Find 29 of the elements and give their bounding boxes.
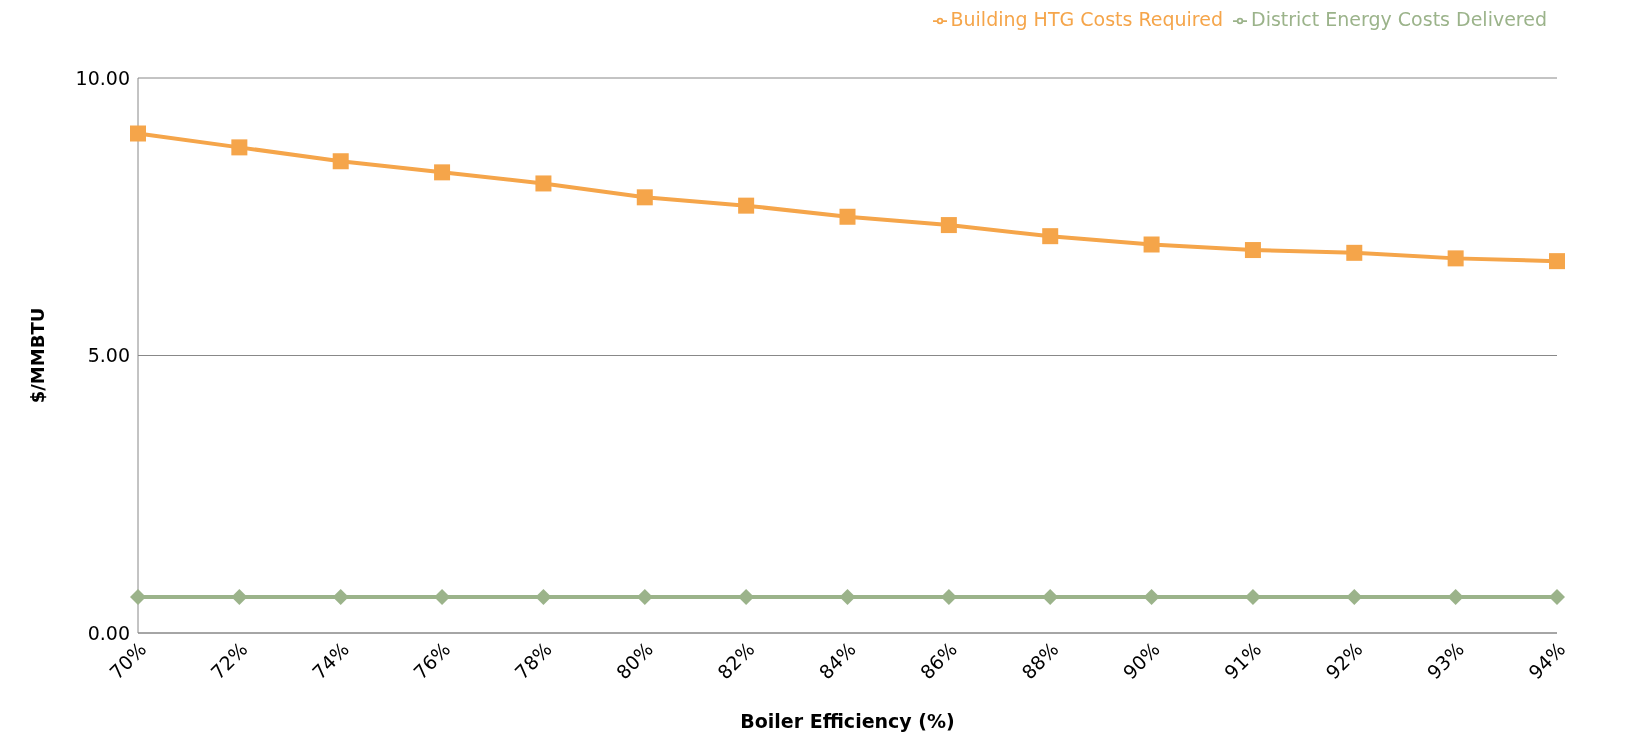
point xyxy=(1549,588,1565,605)
point xyxy=(1244,242,1261,259)
point xyxy=(332,153,349,170)
point xyxy=(1549,253,1565,270)
point xyxy=(535,175,552,192)
point xyxy=(535,588,552,605)
point xyxy=(839,208,856,225)
y-tick-label: 10.00 xyxy=(75,66,130,89)
legend-label: Building HTG Costs Required xyxy=(950,8,1224,30)
y-tick-label: 5.00 xyxy=(87,344,130,367)
y-tick-label: 0.00 xyxy=(87,621,130,644)
point xyxy=(940,217,957,234)
point xyxy=(1346,244,1363,261)
point xyxy=(636,189,653,206)
point xyxy=(434,164,451,181)
legend-label: District Energy Costs Delivered xyxy=(1251,8,1547,30)
point xyxy=(839,588,856,605)
point xyxy=(1143,588,1160,605)
point xyxy=(738,197,755,214)
point xyxy=(130,125,146,142)
x-axis-title: Boiler Efficiency (%) xyxy=(740,710,955,732)
point xyxy=(231,588,248,605)
point xyxy=(1042,228,1059,245)
point xyxy=(130,588,146,605)
point xyxy=(231,139,248,156)
point xyxy=(1447,250,1464,267)
point xyxy=(1447,588,1464,605)
point xyxy=(1143,236,1160,253)
y-axis-title: $/MMBTU xyxy=(27,307,49,404)
